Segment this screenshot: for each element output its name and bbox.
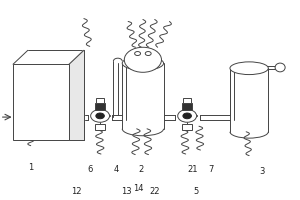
Text: 3: 3 — [260, 167, 265, 176]
Text: 6: 6 — [87, 165, 92, 174]
Bar — [182, 103, 193, 110]
Ellipse shape — [122, 56, 164, 70]
Text: 5: 5 — [194, 187, 199, 196]
Text: 13: 13 — [121, 187, 132, 196]
Text: 12: 12 — [71, 187, 82, 196]
Ellipse shape — [275, 63, 285, 72]
Text: 7: 7 — [208, 165, 214, 174]
Text: 21: 21 — [188, 165, 198, 174]
Text: 2: 2 — [139, 165, 144, 174]
Bar — [182, 124, 193, 130]
Text: 4: 4 — [114, 165, 119, 174]
Bar — [95, 103, 105, 110]
Bar — [96, 98, 104, 103]
Ellipse shape — [91, 110, 110, 122]
Ellipse shape — [135, 52, 140, 56]
Ellipse shape — [183, 113, 191, 119]
Ellipse shape — [124, 47, 161, 72]
Text: 1: 1 — [28, 163, 33, 172]
Ellipse shape — [145, 52, 151, 56]
Polygon shape — [13, 50, 84, 64]
Bar — [183, 98, 191, 103]
Ellipse shape — [178, 110, 196, 122]
Bar — [95, 124, 105, 130]
Ellipse shape — [96, 113, 104, 119]
Polygon shape — [69, 50, 84, 140]
Text: 14: 14 — [133, 184, 144, 193]
Bar — [13, 64, 69, 140]
Text: 22: 22 — [149, 187, 160, 196]
Ellipse shape — [230, 62, 268, 75]
